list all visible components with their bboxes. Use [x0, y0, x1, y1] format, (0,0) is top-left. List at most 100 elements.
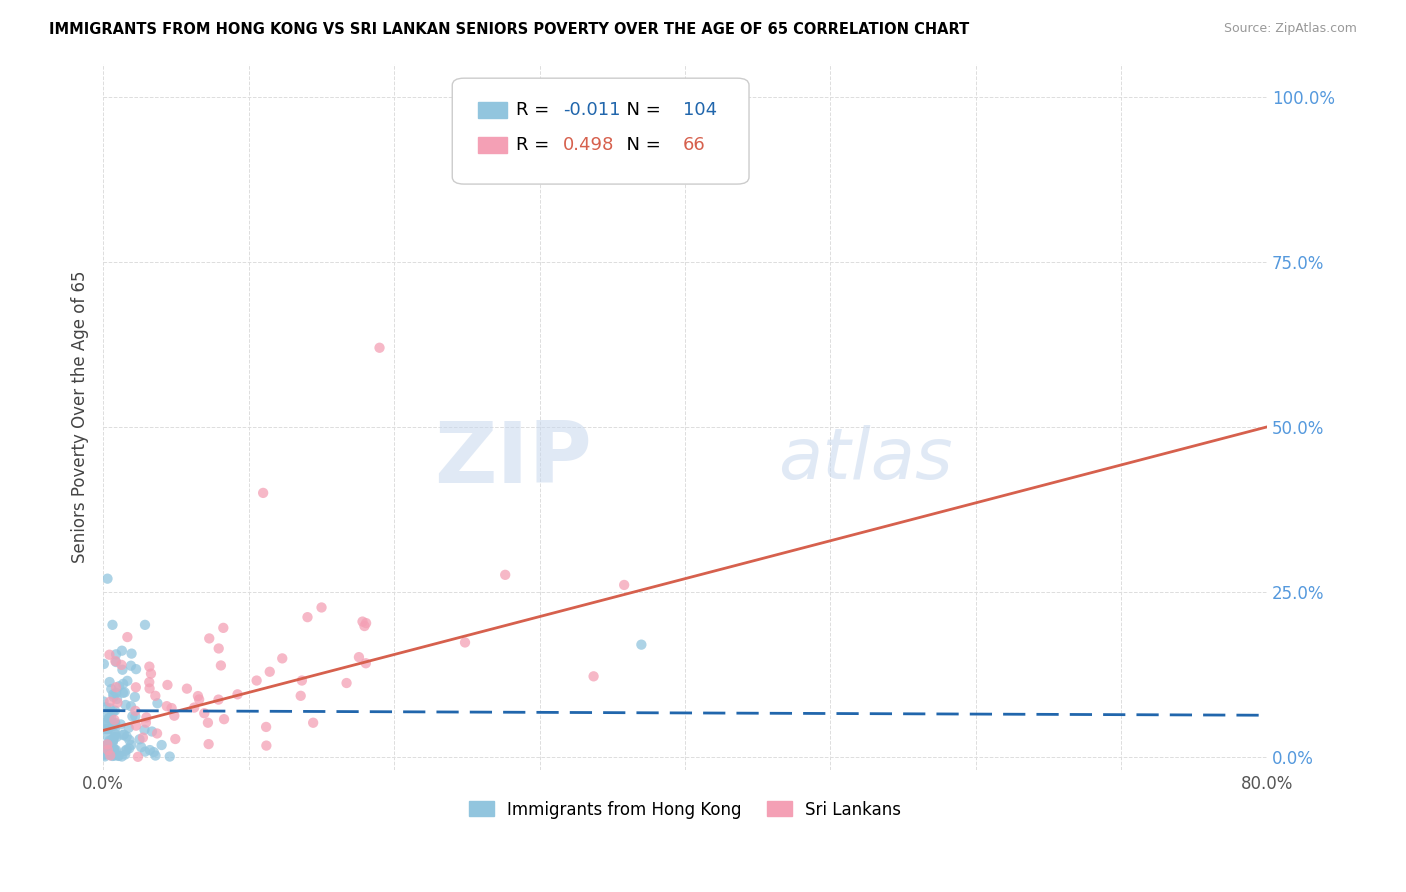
Point	[254, 739, 277, 753]
Point	[112, 727, 135, 741]
Point	[97, 722, 120, 736]
Point	[183, 700, 205, 714]
Text: IMMIGRANTS FROM HONG KONG VS SRI LANKAN SENIORS POVERTY OVER THE AGE OF 65 CORRE: IMMIGRANTS FROM HONG KONG VS SRI LANKAN …	[49, 22, 970, 37]
Point	[1285, 83, 1308, 97]
Point	[115, 730, 138, 744]
Point	[630, 638, 652, 652]
Point	[613, 578, 636, 592]
Point	[97, 712, 120, 726]
Point	[103, 713, 125, 727]
Point	[254, 720, 277, 734]
Point	[354, 657, 377, 671]
Point	[111, 643, 134, 657]
Point	[302, 715, 325, 730]
Point	[103, 748, 125, 763]
Point	[198, 632, 221, 646]
Point	[146, 726, 169, 740]
Point	[335, 676, 357, 690]
Point	[208, 641, 231, 656]
Point	[193, 706, 215, 721]
Point	[93, 740, 115, 755]
Point	[105, 743, 128, 757]
Point	[297, 610, 319, 624]
Point	[96, 572, 118, 586]
Point	[138, 659, 160, 673]
Point	[159, 749, 181, 764]
Point	[104, 704, 127, 718]
Point	[165, 731, 187, 746]
Point	[129, 740, 152, 755]
Point	[98, 648, 121, 662]
Point	[188, 692, 211, 706]
Point	[97, 738, 120, 752]
Point	[352, 615, 374, 629]
Point	[138, 675, 160, 690]
Point	[100, 738, 122, 752]
Bar	[478, 103, 508, 118]
Point	[114, 744, 136, 758]
Point	[93, 716, 115, 731]
Point	[93, 747, 115, 762]
Point	[143, 689, 166, 703]
Point	[132, 731, 155, 745]
Point	[156, 699, 179, 714]
Point	[135, 715, 157, 730]
Text: R =: R =	[516, 101, 555, 119]
Point	[98, 675, 121, 690]
Point	[100, 710, 122, 724]
Point	[120, 699, 142, 714]
Point	[100, 682, 122, 697]
Point	[138, 681, 160, 696]
Text: ZIP: ZIP	[434, 417, 592, 501]
Point	[110, 717, 132, 731]
Point	[368, 341, 391, 355]
Point	[209, 658, 232, 673]
Point	[104, 723, 127, 737]
Point	[93, 694, 115, 708]
Point	[291, 673, 314, 688]
Point	[125, 662, 148, 676]
Point	[156, 678, 179, 692]
Point	[98, 695, 121, 709]
Point	[111, 749, 134, 764]
Point	[101, 735, 124, 749]
Point	[139, 743, 162, 757]
Point	[117, 630, 139, 644]
Point	[103, 719, 125, 733]
Point	[111, 663, 134, 677]
Point	[103, 743, 125, 757]
Point	[111, 728, 134, 742]
Point	[271, 651, 294, 665]
Point	[96, 742, 118, 756]
Point	[101, 705, 124, 719]
Point	[121, 709, 143, 723]
Point	[100, 745, 122, 759]
Point	[104, 727, 127, 741]
Point	[120, 658, 142, 673]
Point	[98, 743, 121, 757]
Point	[94, 747, 117, 761]
Point	[353, 619, 375, 633]
Point	[98, 748, 121, 763]
Point	[118, 733, 141, 747]
Point	[103, 741, 125, 756]
Point	[128, 732, 150, 747]
Point	[104, 654, 127, 668]
Point	[114, 698, 136, 712]
Point	[142, 745, 165, 759]
Point	[582, 669, 605, 683]
Point	[105, 692, 128, 706]
Point	[94, 722, 117, 736]
Point	[91, 739, 114, 754]
Point	[139, 666, 162, 681]
Point	[347, 650, 370, 665]
Point	[176, 681, 198, 696]
Point	[124, 704, 146, 718]
Point	[108, 679, 131, 693]
Point	[141, 724, 163, 739]
Point	[212, 621, 235, 635]
Point	[96, 706, 118, 721]
Point	[97, 739, 120, 753]
Point	[124, 709, 146, 723]
Point	[125, 719, 148, 733]
